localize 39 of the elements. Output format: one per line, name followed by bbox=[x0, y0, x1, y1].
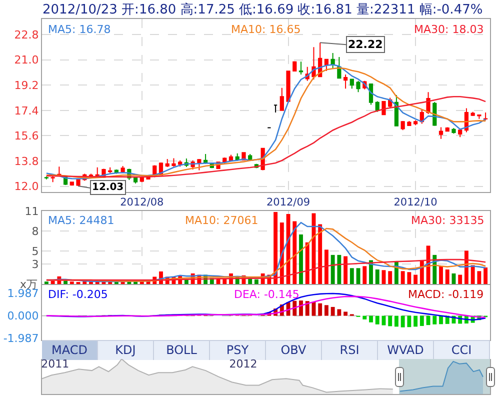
text: BOLL bbox=[154, 341, 210, 360]
x-tick-label: 2012/10 bbox=[394, 196, 438, 209]
text: MA10: 27061 bbox=[185, 214, 258, 227]
series-label: MACD: -0.119 bbox=[408, 288, 484, 301]
y-tick-label: 5 bbox=[32, 244, 39, 258]
y-tick-label: 3 bbox=[32, 258, 39, 272]
y-tick-label: 22.8 bbox=[14, 28, 39, 42]
chart-title: 2012/10/23 开:16.80 高:17.25 低:16.69 收:16.81 量:22311 幅:-0.47% bbox=[42, 2, 483, 18]
x-tick-label: 2012/08 bbox=[120, 196, 164, 209]
y-tick-label: 19.2 bbox=[14, 78, 39, 92]
y-tick-label: 12.0 bbox=[14, 180, 39, 194]
text: CCI bbox=[434, 341, 490, 360]
y-tick-label: 11 bbox=[24, 205, 39, 218]
annotation: 22.22 bbox=[348, 38, 383, 51]
text: KDJ bbox=[98, 341, 154, 360]
text: MA5: 24481 bbox=[48, 214, 114, 227]
text: MA30: 18.03 bbox=[414, 23, 484, 36]
x-tick-label: 2012 bbox=[229, 358, 258, 370]
series-label: DEA: -0.145 bbox=[234, 288, 300, 301]
x-tick-label: 2012/09 bbox=[266, 196, 310, 209]
x-tick-label: 2011 bbox=[41, 358, 70, 370]
text: RSI bbox=[322, 341, 378, 360]
y-tick-label: 17.4 bbox=[14, 104, 39, 118]
text: MA30: 33135 bbox=[411, 214, 484, 227]
text: WVAD bbox=[378, 341, 434, 360]
y-tick-label: 21.0 bbox=[14, 54, 39, 67]
text: MA10: 16.65 bbox=[231, 23, 301, 36]
text: OBV bbox=[266, 341, 322, 360]
y-tick-label: 13.8 bbox=[14, 154, 39, 168]
annotation: 12.03 bbox=[92, 182, 124, 193]
text: PSY bbox=[226, 343, 249, 357]
y-tick-label: -1.987 bbox=[3, 332, 39, 346]
y-tick-label: 1.987 bbox=[7, 287, 39, 300]
text: MA5: 16.78 bbox=[48, 23, 111, 36]
y-tick-label: 15.6 bbox=[14, 130, 39, 143]
series-label: DIF: -0.205 bbox=[48, 288, 108, 301]
y-tick-label: 0.000 bbox=[7, 310, 39, 323]
text: MACD bbox=[52, 343, 88, 357]
y-tick-label: 8 bbox=[32, 225, 39, 238]
